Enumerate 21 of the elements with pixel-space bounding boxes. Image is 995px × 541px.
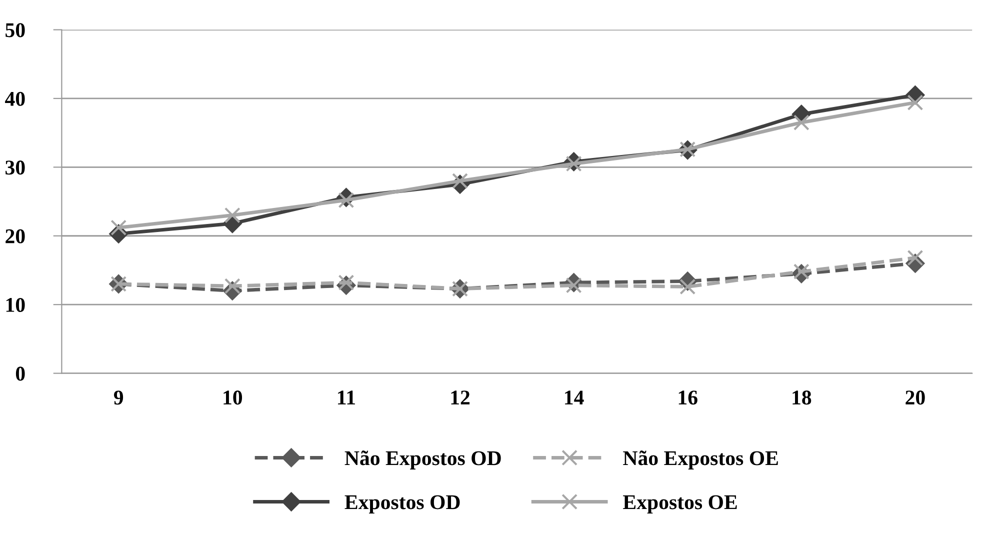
legend-label: Não Expostos OE [623, 450, 778, 470]
x-tick-label: 16 [678, 390, 698, 405]
x-tick-label: 11 [338, 390, 355, 404]
y-tick-label: 30 [6, 160, 25, 175]
x-tick-label: 9 [114, 390, 124, 405]
y-tick-label: 10 [6, 298, 25, 312]
y-tick-label: 50 [6, 23, 25, 38]
point [224, 207, 240, 224]
x-tick-label: 18 [792, 390, 812, 405]
y-tick-label: 0 [16, 366, 25, 381]
x-tick-label: 14 [565, 390, 584, 404]
legend-label: Não Expostos OD [344, 450, 501, 470]
y-tick-label: 40 [5, 92, 25, 106]
point [793, 114, 810, 130]
point [452, 172, 468, 189]
y-tick-label: 20 [6, 229, 25, 244]
x-tick-label: 20 [906, 390, 925, 405]
x-tick-label: 12 [451, 390, 470, 404]
legend-label: Expostos OD [344, 495, 460, 514]
legend-label: Expostos OE [623, 495, 737, 514]
x-tick-label: 10 [224, 390, 242, 405]
